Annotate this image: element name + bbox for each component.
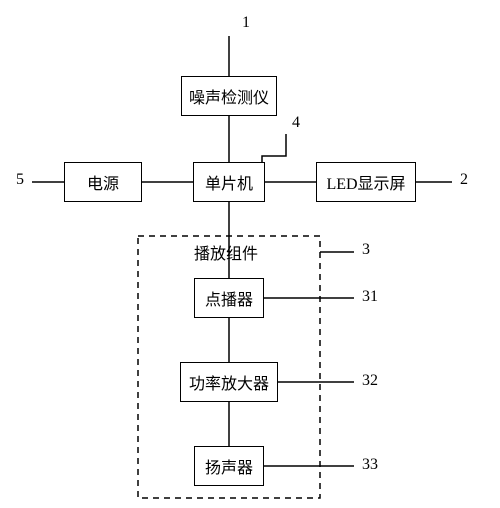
node-speaker: 扬声器 [194,446,264,486]
callout-number: 4 [292,114,300,132]
node-led: LED显示屏 [316,162,416,202]
group-label: 播放组件 [194,240,258,264]
callout-number: 32 [362,372,378,390]
node-noise: 噪声检测仪 [181,76,277,116]
callout-number: 33 [362,456,378,474]
callout-number: 3 [362,241,370,259]
node-player: 点播器 [194,278,264,318]
callout-number: 5 [16,171,24,189]
callout-line [262,134,286,166]
diagram-stage: 噪声检测仪电源 单片机 LED显示屏点播器功率放大器扬声器 播放组件 1 4 5 2 3 31 32… [0,0,500,508]
node-mcu: 单片机 [193,162,265,202]
node-power: 电源 [64,162,142,202]
callout-number: 1 [242,14,250,32]
node-amp: 功率放大器 [180,362,278,402]
callout-number: 31 [362,288,378,306]
callout-number: 2 [460,171,468,189]
